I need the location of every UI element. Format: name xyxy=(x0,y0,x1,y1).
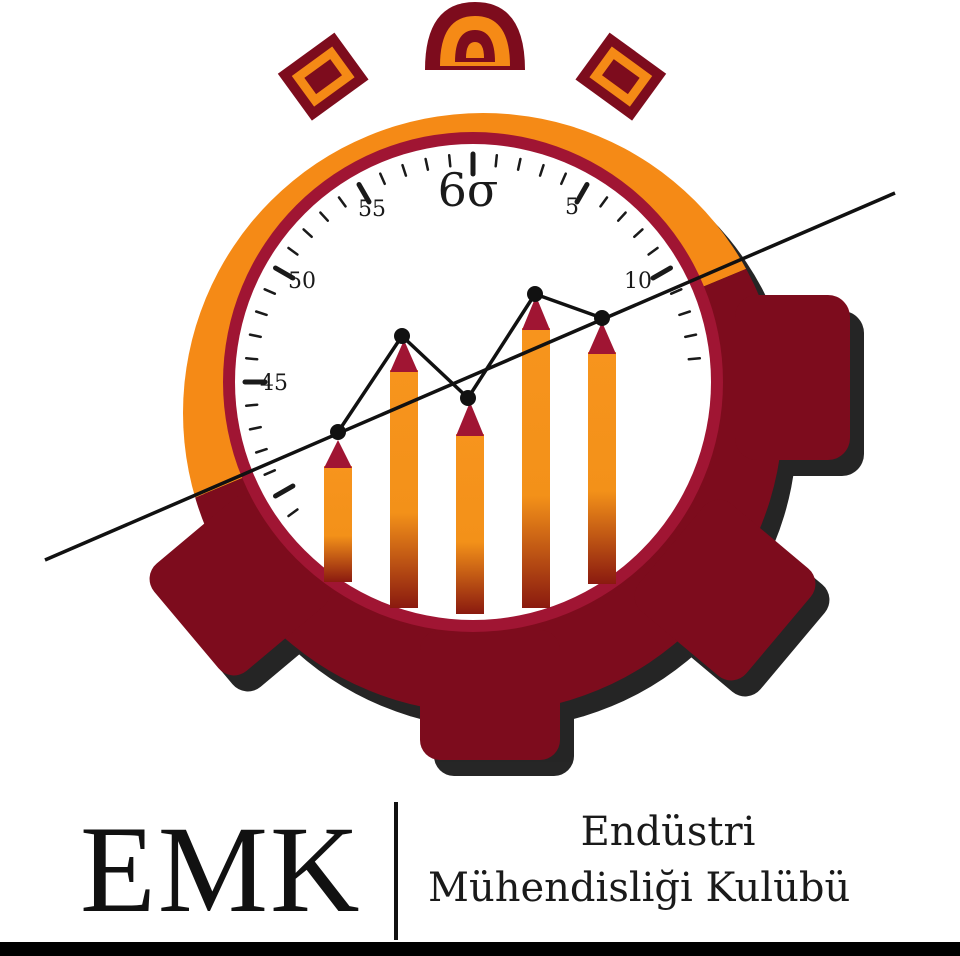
dial-label-10: 10 xyxy=(624,269,652,294)
data-point xyxy=(330,424,346,440)
dial-tick xyxy=(669,288,683,295)
dial-label-45: 45 xyxy=(260,371,288,396)
dial-tick xyxy=(574,182,590,205)
dial-label-50: 50 xyxy=(288,269,316,294)
dial-tick xyxy=(244,356,259,361)
club-wordmark: EMK Endüstri Mühendisliği Kulübü xyxy=(70,800,950,940)
dial-tick xyxy=(424,157,430,171)
dial-tick xyxy=(650,265,673,281)
dial-ticks xyxy=(242,151,702,518)
dial-tick xyxy=(647,246,659,256)
dial-tick xyxy=(633,228,644,239)
wordmark-divider xyxy=(394,802,398,940)
stopwatch-button-right xyxy=(575,32,667,121)
dial-tick xyxy=(337,196,347,208)
dial-tick xyxy=(516,157,522,171)
dial-tick xyxy=(244,403,259,408)
pencil-bar xyxy=(324,440,352,582)
dial-tick xyxy=(678,310,692,317)
dial-tick xyxy=(687,356,702,361)
dial-tick xyxy=(248,333,262,339)
trend-line xyxy=(44,191,896,562)
dial-tick xyxy=(319,211,330,222)
pencil-bar xyxy=(456,402,484,614)
dial-label-5: 5 xyxy=(565,195,579,220)
data-points xyxy=(330,286,610,440)
dial-tick xyxy=(254,310,268,317)
dial-tick xyxy=(560,172,567,186)
dial-tick xyxy=(273,483,296,499)
bottom-bar xyxy=(0,942,960,956)
club-name-line-2: Mühendisliği Kulübü xyxy=(428,865,851,911)
pencil-bar xyxy=(588,322,616,584)
stopwatch-crown xyxy=(425,2,525,70)
dial-tick xyxy=(356,182,372,205)
dial-tick xyxy=(273,265,296,281)
sigma-label: 6σ xyxy=(438,163,499,217)
dial-tick xyxy=(287,246,299,256)
pencil-bar xyxy=(390,340,418,608)
dial-tick xyxy=(401,163,408,177)
pencil-bar xyxy=(522,296,550,608)
data-point xyxy=(394,328,410,344)
dial-tick xyxy=(248,425,262,431)
data-point xyxy=(594,310,610,326)
stopwatch-button-left xyxy=(277,32,369,121)
club-name-line-1: Endüstri xyxy=(580,809,756,855)
dial-tick xyxy=(263,469,277,476)
data-point xyxy=(527,286,543,302)
dial-tick xyxy=(263,288,277,295)
pencil-bars xyxy=(324,296,616,614)
dial-tick xyxy=(538,163,545,177)
dial-tick xyxy=(302,228,313,239)
dial-tick xyxy=(379,172,386,186)
dial-tick xyxy=(287,508,299,518)
dial-label-55: 55 xyxy=(358,197,386,222)
club-acronym: EMK xyxy=(80,801,362,938)
dial-tick xyxy=(494,153,499,168)
dial-tick xyxy=(254,447,268,454)
dial-tick xyxy=(447,153,452,168)
dial-tick xyxy=(616,211,627,222)
dial-tick xyxy=(599,196,609,208)
data-point xyxy=(460,390,476,406)
dial-tick xyxy=(684,333,698,339)
